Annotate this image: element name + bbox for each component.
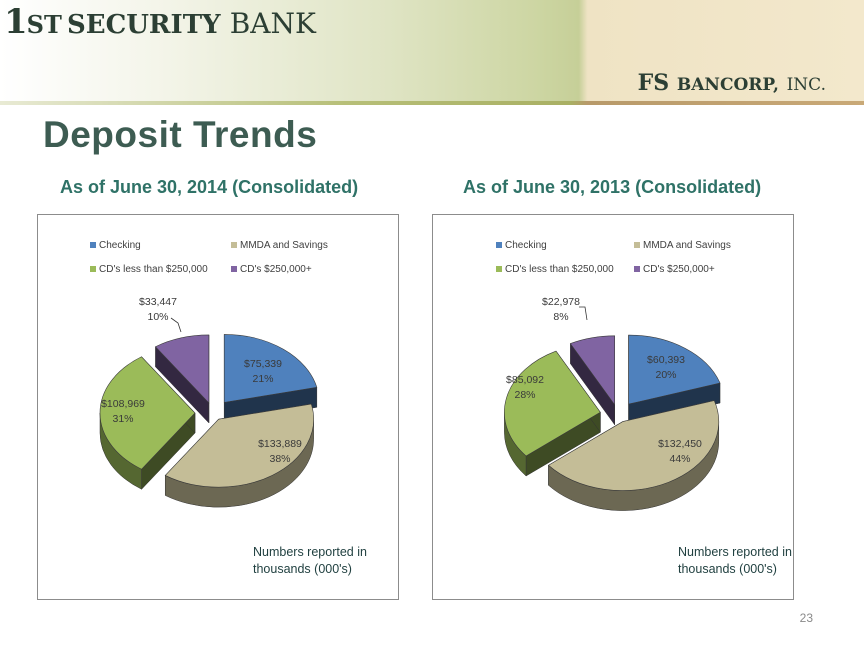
units-note: Numbers reported in thousands (000's)	[678, 544, 792, 578]
data-label-value: $132,450	[658, 438, 702, 450]
legend-swatch	[231, 242, 237, 248]
legend-label: MMDA and Savings	[240, 240, 328, 251]
data-label-percent: 8%	[553, 311, 568, 323]
pie-chart-2014: Checking MMDA and Savings CD's less than $…	[90, 240, 328, 508]
legend-swatch	[634, 242, 640, 248]
header-divider	[0, 101, 864, 105]
data-label-value: $133,889	[258, 438, 302, 450]
pie-chart-2013: Checking MMDA and Savings CD's less than $…	[496, 240, 731, 511]
data-label-value: $33,447	[139, 296, 177, 308]
pie-slice	[504, 350, 601, 477]
data-label-percent: 21%	[252, 373, 273, 385]
bank-logo-num: 1	[4, 2, 28, 42]
pie-slice	[223, 334, 318, 423]
chart-panel-2014: Checking MMDA and Savings CD's less than $…	[37, 214, 399, 600]
page-title: Deposit Trends	[43, 114, 318, 155]
bank-logo-security: Security	[66, 10, 221, 40]
data-label-percent: 20%	[655, 369, 676, 381]
legend-label: CD's $250,000+	[240, 264, 312, 275]
bancorp-logo-fs: FS	[637, 70, 670, 96]
pie-slice	[547, 400, 720, 511]
units-note-line2: thousands (000's)	[253, 562, 352, 576]
data-label-percent: 28%	[514, 389, 535, 401]
units-note-line1: Numbers reported in	[678, 545, 792, 559]
bank-logo-st: ST	[26, 10, 62, 39]
pie-slice	[569, 335, 615, 426]
units-note: Numbers reported in thousands (000's)	[253, 544, 367, 578]
data-label-percent: 38%	[269, 453, 290, 465]
page-number: 23	[799, 611, 813, 625]
data-label-percent: 31%	[112, 413, 133, 425]
pie-slice	[154, 334, 210, 424]
data-label-value: $22,978	[542, 296, 580, 308]
chart-panel-2013: Checking MMDA and Savings CD's less than $…	[432, 214, 794, 600]
legend-label: MMDA and Savings	[643, 240, 731, 251]
chart-1-title: As of June 30, 2014 (Consolidated)	[60, 177, 359, 197]
legend-label: Checking	[99, 240, 141, 251]
bank-logo: 1ST Security BANK	[4, 2, 316, 42]
data-label-value: $85,092	[506, 374, 544, 386]
data-label-percent: 10%	[147, 311, 168, 323]
data-label-value: $60,393	[647, 354, 685, 366]
legend-label: CD's less than $250,000	[505, 264, 614, 275]
bancorp-logo-inc: INC.	[786, 75, 826, 95]
legend-swatch	[231, 266, 237, 272]
header-banner	[0, 0, 864, 104]
pie-slice	[99, 356, 196, 490]
bancorp-logo-name: Bancorp,	[676, 75, 779, 95]
legend-label: CD's $250,000+	[643, 264, 715, 275]
legend-swatch	[496, 266, 502, 272]
bancorp-logo: FS Bancorp, INC.	[638, 70, 826, 96]
bank-logo-bank: BANK	[229, 7, 316, 40]
legend-swatch	[90, 242, 96, 248]
pie-slice	[164, 403, 314, 508]
leader-line	[579, 306, 588, 321]
legend-label: Checking	[505, 240, 547, 251]
chart-2-title: As of June 30, 2013 (Consolidated)	[463, 177, 762, 197]
data-label-value: $108,969	[101, 398, 145, 410]
leader-line	[170, 317, 182, 333]
legend-swatch	[90, 266, 96, 272]
data-label-percent: 44%	[669, 453, 690, 465]
legend-label: CD's less than $250,000	[99, 264, 208, 275]
units-note-line1: Numbers reported in	[253, 545, 367, 559]
pie-slice	[628, 334, 721, 425]
legend-swatch	[634, 266, 640, 272]
units-note-line2: thousands (000's)	[678, 562, 777, 576]
legend-swatch	[496, 242, 502, 248]
data-label-value: $75,339	[244, 358, 282, 370]
